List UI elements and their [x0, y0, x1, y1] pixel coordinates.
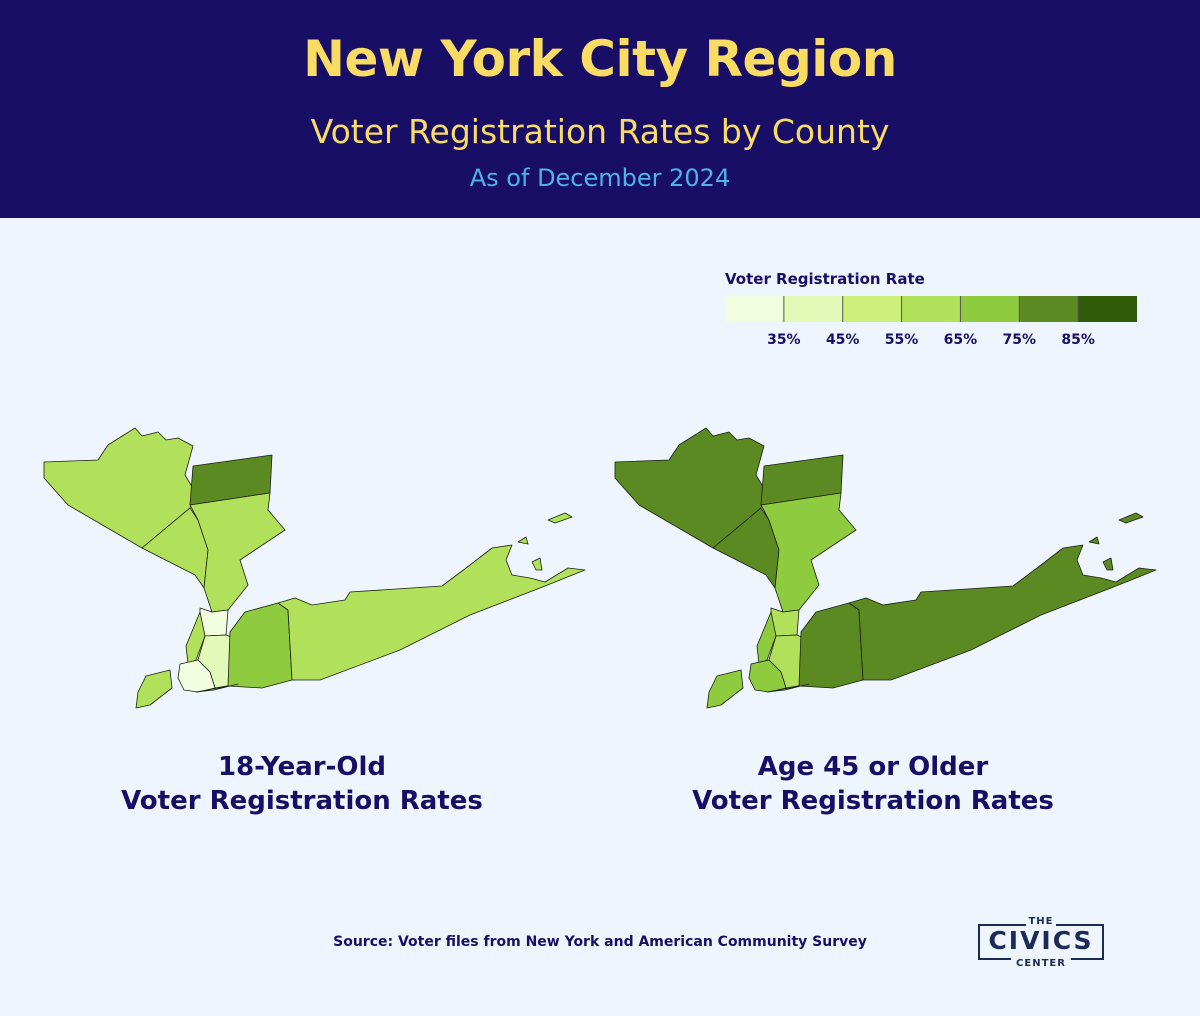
county-manhattan [185, 611, 206, 665]
legend-swatch [901, 296, 961, 322]
county-suffolk [848, 544, 1157, 681]
legend-swatch [842, 296, 903, 322]
map-caption-right: Age 45 or Older Voter Registration Rates [613, 750, 1133, 818]
county-orange [43, 427, 195, 549]
map-18-year-old [43, 427, 586, 709]
legend-swatch [725, 296, 785, 322]
county-nassau [798, 602, 864, 689]
county-westchester [760, 492, 857, 613]
county-manhattan [756, 611, 777, 665]
county-staten-island [706, 669, 744, 709]
map-caption-left: 18-Year-Old Voter Registration Rates [42, 750, 562, 818]
legend-color-scale [725, 296, 1137, 322]
county-ferry [195, 683, 239, 693]
county-suffolk [1118, 512, 1144, 524]
county-suffolk [277, 544, 586, 681]
legend-threshold-label: 75% [1002, 332, 1037, 348]
maps-canvas [43, 427, 1157, 709]
legend-swatch [1078, 296, 1137, 322]
legend: Voter Registration Rate 35% 45% 55% 65% 75% 8… [725, 270, 1145, 360]
legend-swatch [960, 296, 1020, 322]
map-caption-right-line1: Age 45 or Older [757, 752, 989, 782]
legend-title: Voter Registration Rate [725, 270, 925, 288]
county-nassau [227, 602, 293, 689]
logo-bottom-text: CENTER [1011, 958, 1071, 969]
legend-threshold-label: 85% [1061, 332, 1095, 348]
header-banner: New York City Region Voter Registration … [0, 0, 1200, 218]
county-westchester [189, 492, 286, 613]
county-ferry [766, 683, 810, 693]
county-suffolk [1102, 557, 1114, 571]
county-suffolk [1088, 536, 1100, 545]
county-suffolk [547, 512, 573, 524]
county-staten-island [135, 669, 173, 709]
page-subtitle: Voter Registration Rates by County [310, 112, 890, 151]
logo-main-text: CIVICS [988, 926, 1094, 955]
legend-threshold-label: 35% [767, 332, 801, 348]
map-age-45-plus [614, 427, 1157, 709]
legend-threshold-label: 45% [825, 332, 860, 348]
page-title: New York City Region [303, 30, 897, 88]
county-suffolk [531, 557, 543, 571]
legend-threshold-label: 65% [943, 332, 978, 348]
map-caption-left-line1: 18-Year-Old [217, 752, 386, 782]
source-note: Source: Voter files from New York and Am… [333, 934, 867, 950]
as-of-date: As of December 2024 [469, 164, 731, 192]
logo-top-text: THE [1026, 916, 1056, 927]
county-suffolk [517, 536, 529, 545]
map-caption-right-line2: Voter Registration Rates [692, 786, 1054, 816]
map-caption-left-line2: Voter Registration Rates [121, 786, 483, 816]
county-orange [614, 427, 766, 549]
civics-center-logo: THE CIVICS CENTER [978, 916, 1104, 969]
legend-threshold-label: 55% [884, 332, 919, 348]
legend-swatch [783, 296, 844, 322]
legend-swatch [1019, 296, 1079, 322]
